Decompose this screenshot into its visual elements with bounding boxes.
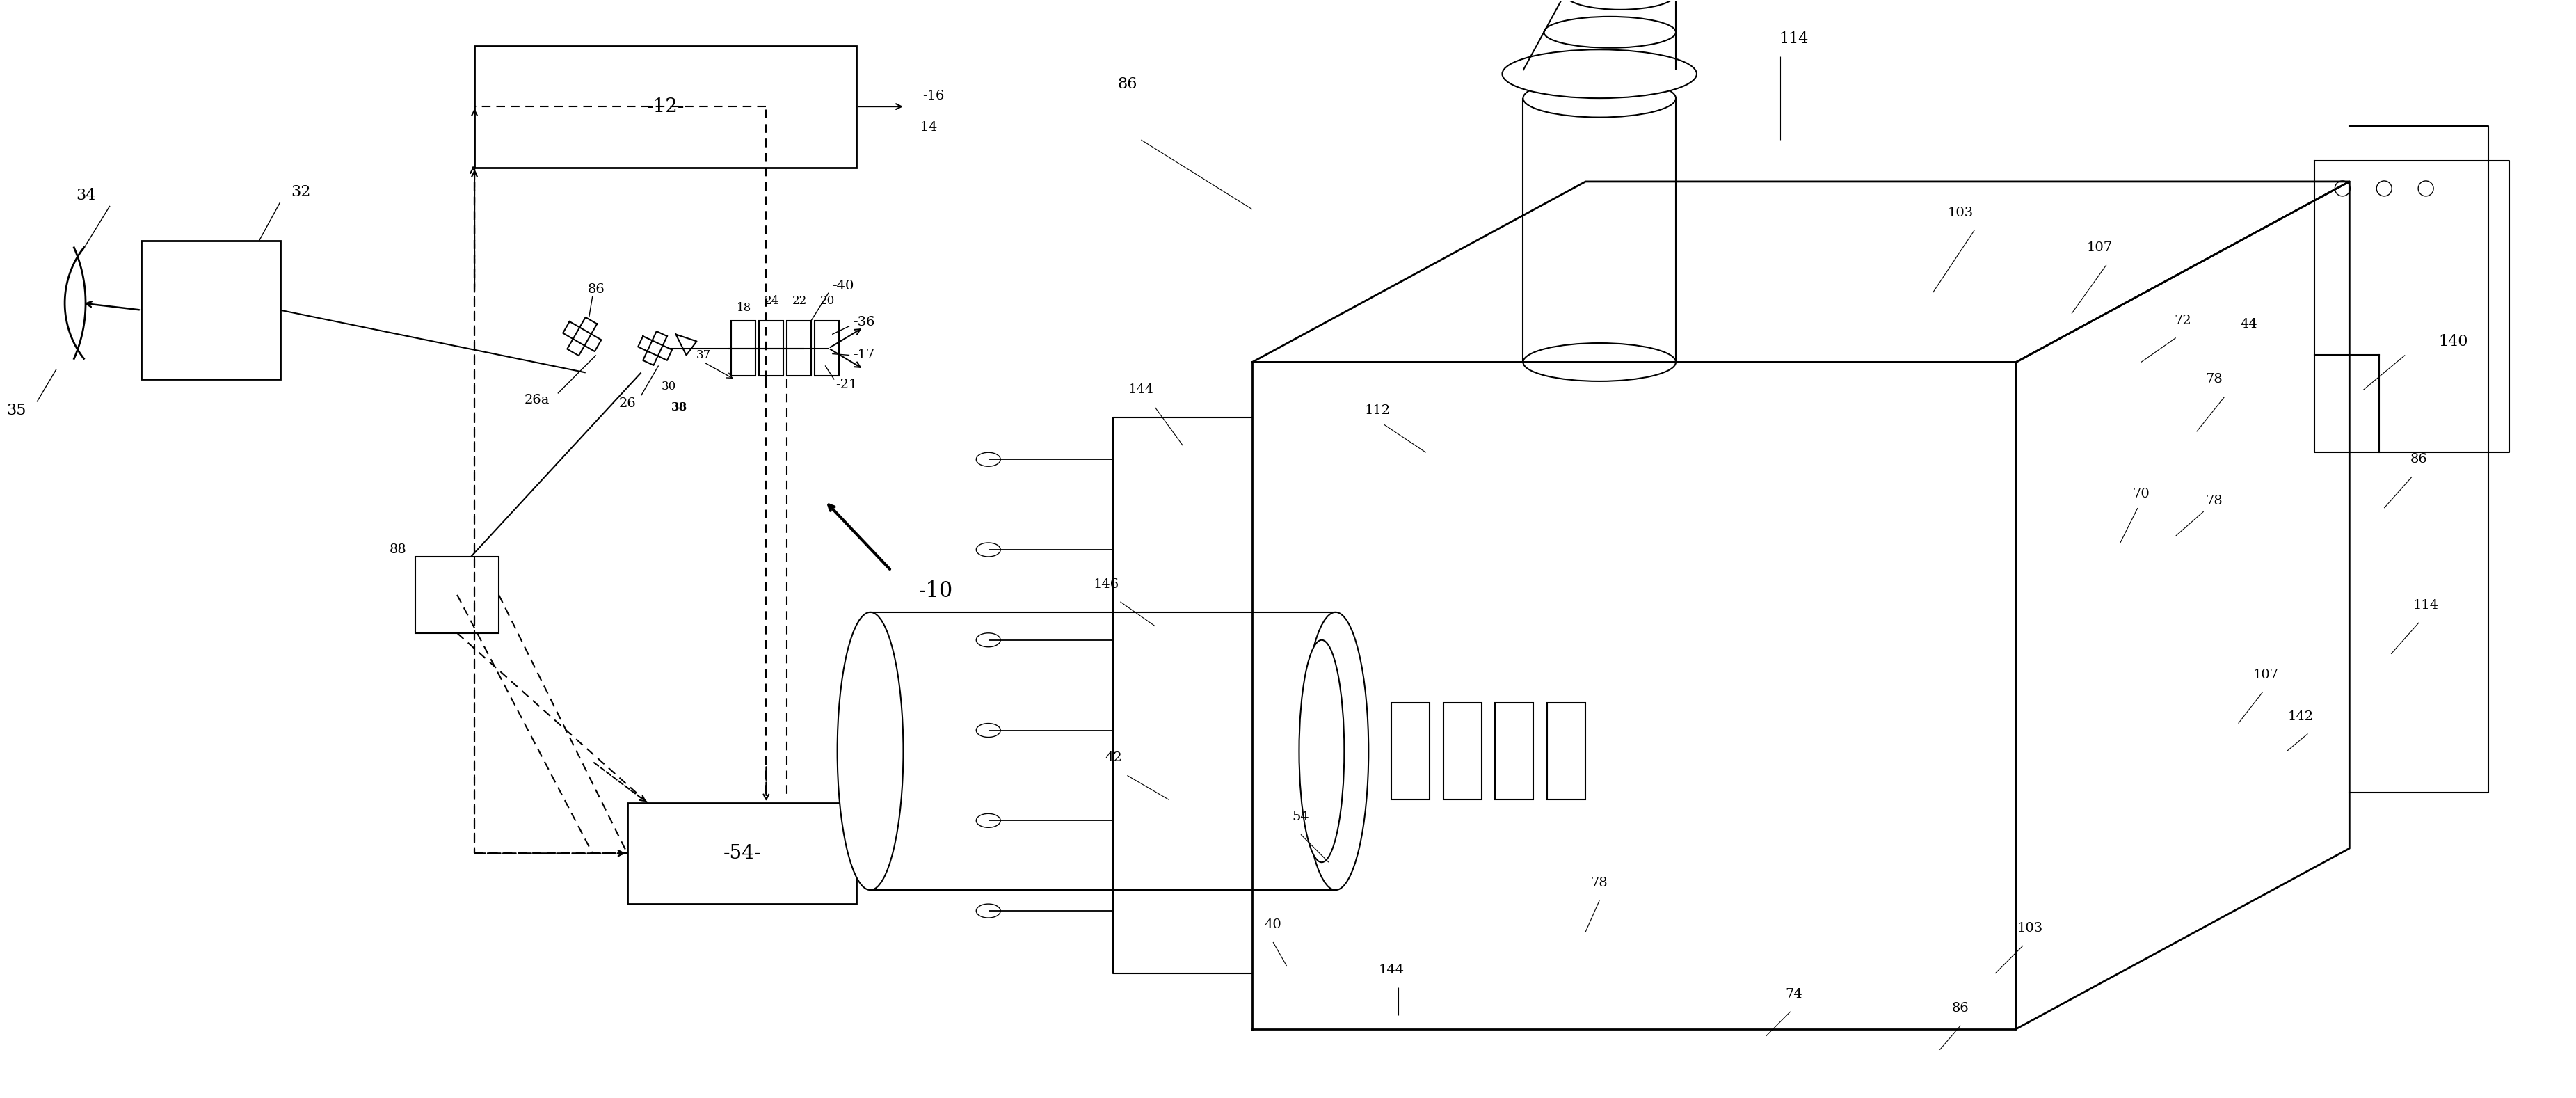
Text: 34: 34	[75, 188, 95, 203]
Text: 144: 144	[1128, 383, 1154, 396]
Text: 24: 24	[765, 295, 778, 307]
Ellipse shape	[1543, 16, 1677, 48]
Text: 78: 78	[2205, 495, 2223, 507]
Text: 35: 35	[5, 403, 26, 418]
FancyBboxPatch shape	[1548, 703, 1587, 799]
Ellipse shape	[976, 542, 999, 557]
Text: 20: 20	[819, 295, 835, 307]
Text: 78: 78	[2205, 373, 2223, 385]
Ellipse shape	[1502, 49, 1698, 98]
Text: 32: 32	[291, 184, 312, 200]
Text: 54: 54	[1293, 810, 1309, 824]
Ellipse shape	[2419, 181, 2434, 197]
Ellipse shape	[976, 634, 999, 647]
FancyBboxPatch shape	[1494, 703, 1533, 799]
Text: -10: -10	[920, 581, 953, 602]
Ellipse shape	[2378, 181, 2391, 197]
FancyBboxPatch shape	[415, 557, 500, 634]
FancyBboxPatch shape	[1443, 703, 1481, 799]
Ellipse shape	[976, 452, 999, 467]
Text: 37: 37	[696, 349, 711, 361]
Text: 22: 22	[791, 295, 806, 307]
Ellipse shape	[976, 904, 999, 918]
Ellipse shape	[1303, 613, 1368, 890]
Text: 40: 40	[1265, 919, 1283, 931]
Text: 86: 86	[1953, 1001, 1968, 1015]
Ellipse shape	[1298, 640, 1345, 862]
Text: 114: 114	[1780, 32, 1808, 47]
Text: 86: 86	[1118, 77, 1136, 92]
Ellipse shape	[1564, 0, 1677, 10]
Text: 144: 144	[1378, 964, 1404, 976]
FancyBboxPatch shape	[760, 321, 783, 376]
FancyBboxPatch shape	[788, 321, 811, 376]
Text: 142: 142	[2287, 710, 2313, 722]
Text: 88: 88	[389, 544, 407, 556]
Text: -54-: -54-	[724, 844, 760, 863]
Text: 70: 70	[2133, 488, 2151, 501]
FancyBboxPatch shape	[1391, 703, 1430, 799]
Text: 30: 30	[662, 381, 677, 392]
Text: -16: -16	[922, 90, 945, 102]
Text: 42: 42	[1105, 752, 1123, 764]
Text: -40: -40	[832, 280, 853, 292]
Text: -14: -14	[914, 121, 938, 134]
Text: 72: 72	[2174, 314, 2192, 327]
Text: -17: -17	[853, 349, 876, 361]
Text: 26a: 26a	[526, 394, 549, 406]
FancyBboxPatch shape	[474, 46, 855, 168]
Text: -12-: -12-	[647, 97, 685, 116]
Ellipse shape	[1522, 343, 1677, 381]
Text: 38: 38	[672, 402, 688, 413]
Text: 107: 107	[2254, 669, 2280, 681]
Ellipse shape	[1522, 55, 1677, 86]
Text: 18: 18	[737, 302, 752, 314]
Text: 74: 74	[1785, 988, 1803, 1000]
Text: 107: 107	[2087, 242, 2112, 254]
Text: -21: -21	[835, 379, 858, 391]
Ellipse shape	[2334, 181, 2349, 197]
Text: 140: 140	[2439, 334, 2468, 349]
Text: 103: 103	[2017, 922, 2043, 934]
FancyBboxPatch shape	[626, 804, 855, 904]
Text: 78: 78	[1592, 877, 1607, 889]
FancyBboxPatch shape	[142, 240, 281, 380]
Ellipse shape	[1522, 79, 1677, 117]
Text: 26: 26	[618, 397, 636, 410]
Text: -36: -36	[853, 315, 876, 328]
Ellipse shape	[837, 613, 904, 890]
Text: 86: 86	[587, 283, 605, 295]
Text: 44: 44	[2241, 317, 2257, 330]
Ellipse shape	[976, 724, 999, 737]
Text: 112: 112	[1365, 404, 1391, 417]
Ellipse shape	[976, 814, 999, 828]
Text: 146: 146	[1092, 579, 1121, 591]
Text: 114: 114	[2414, 600, 2439, 612]
FancyBboxPatch shape	[814, 321, 840, 376]
Text: 103: 103	[1947, 206, 1973, 220]
FancyBboxPatch shape	[732, 321, 755, 376]
Text: 86: 86	[2411, 453, 2427, 466]
